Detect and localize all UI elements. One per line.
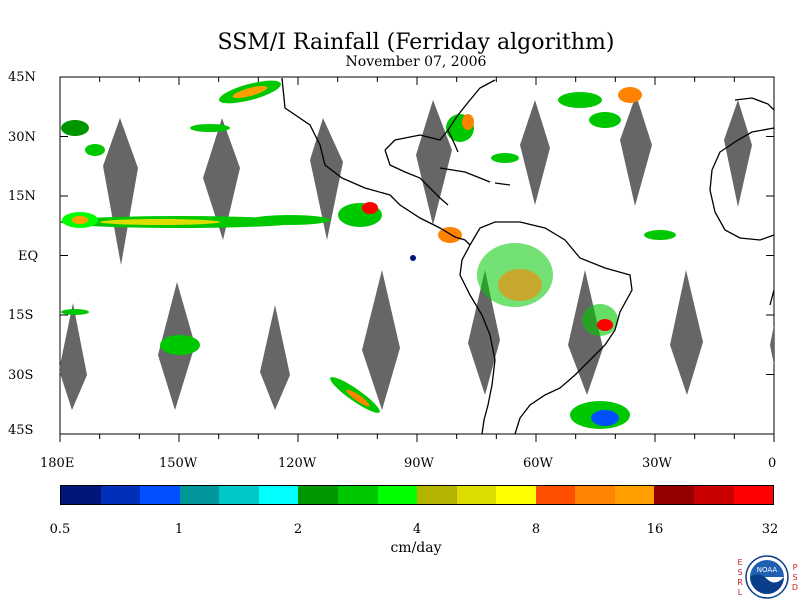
colorbar-tick-8: 8 bbox=[531, 522, 541, 537]
rain-patch bbox=[346, 389, 370, 407]
lon-label-90w: 90W bbox=[404, 456, 434, 471]
coastlines bbox=[281, 77, 775, 435]
colorbar-segment bbox=[535, 486, 576, 504]
rain-patch bbox=[410, 255, 416, 261]
colorbar-segment bbox=[733, 486, 774, 504]
rain-patch bbox=[72, 216, 88, 224]
colorbar-segment bbox=[258, 486, 299, 504]
colorbar-segment bbox=[100, 486, 141, 504]
coastline-south-america bbox=[469, 221, 633, 435]
lon-label-180e: 180E bbox=[40, 456, 75, 471]
colorbar-segment bbox=[140, 486, 180, 504]
lat-label-45n: 45N bbox=[8, 70, 36, 85]
swath-gap bbox=[670, 270, 703, 395]
colorbar-segment bbox=[694, 486, 734, 504]
rain-patch bbox=[61, 309, 89, 315]
rain-patch bbox=[491, 153, 519, 163]
rain-patch bbox=[160, 335, 200, 355]
rain-patch bbox=[589, 112, 621, 128]
colorbar-segment bbox=[614, 486, 655, 504]
colorbar-segment bbox=[456, 486, 497, 504]
coastline-hispaniola bbox=[494, 182, 511, 186]
rain-patch bbox=[250, 215, 330, 225]
lat-label-15s: 15S bbox=[8, 308, 34, 323]
rain-patch bbox=[644, 230, 676, 240]
swath-gap bbox=[620, 95, 652, 206]
colorbar-segment bbox=[417, 486, 457, 504]
colorbar-tick-32: 32 bbox=[761, 522, 779, 537]
noaa-logo: NOAA bbox=[745, 555, 789, 599]
colorbar-segment bbox=[179, 486, 220, 504]
noaa-logo-text: NOAA bbox=[757, 566, 778, 574]
colorbar-segment bbox=[298, 486, 338, 504]
coastline-north-america bbox=[281, 77, 471, 246]
swath-gap bbox=[59, 303, 87, 410]
swath-gap bbox=[260, 305, 290, 410]
rain-patch bbox=[498, 269, 542, 301]
map-date-subtitle: November 07, 2006 bbox=[345, 54, 487, 70]
colorbar-segment bbox=[654, 486, 694, 504]
swath-gap bbox=[724, 100, 752, 207]
colorbar-units: cm/day bbox=[390, 540, 442, 556]
swath-gap bbox=[770, 325, 774, 365]
swath-gap bbox=[468, 270, 500, 395]
colorbar-tick-4: 4 bbox=[412, 522, 422, 537]
coastline-africa-south bbox=[769, 289, 775, 306]
colorbar-segment bbox=[337, 486, 378, 504]
colorbar-tick-0-5: 0.5 bbox=[49, 522, 71, 537]
colorbar-segment bbox=[219, 486, 259, 504]
lon-label-0: 0 bbox=[768, 456, 777, 471]
rainfall-map bbox=[59, 76, 775, 442]
colorbar-segment bbox=[575, 486, 615, 504]
coastline-iberia bbox=[734, 97, 775, 111]
lon-label-30w: 30W bbox=[642, 456, 672, 471]
coastline-florida bbox=[447, 129, 459, 153]
lon-label-60w: 60W bbox=[523, 456, 553, 471]
lat-label-30s: 30S bbox=[8, 368, 34, 383]
coastline-cuba bbox=[439, 167, 491, 183]
coastline-africa bbox=[709, 127, 775, 241]
rain-patch bbox=[85, 144, 105, 156]
coastline-gulf-south bbox=[384, 149, 449, 206]
rain-patch bbox=[582, 304, 618, 336]
rain-patch bbox=[232, 85, 268, 99]
rain-patch bbox=[618, 87, 642, 103]
colorbar bbox=[60, 485, 774, 505]
rain-patch bbox=[362, 202, 378, 214]
swath-gap bbox=[416, 100, 452, 225]
rain-patch bbox=[462, 114, 474, 130]
swath-gap bbox=[203, 118, 240, 240]
swath-gaps bbox=[59, 95, 774, 410]
swath-gap bbox=[362, 270, 400, 410]
lon-label-120w: 120W bbox=[278, 456, 317, 471]
colorbar-tick-16: 16 bbox=[646, 522, 664, 537]
colorbar-segment bbox=[61, 486, 101, 504]
swath-gap bbox=[103, 118, 138, 265]
swath-gap bbox=[568, 270, 603, 395]
colorbar-tick-1: 1 bbox=[174, 522, 184, 537]
coastline-south-america-west bbox=[459, 244, 496, 435]
map-title: SSM/I Rainfall (Ferriday algorithm) bbox=[217, 30, 615, 55]
lat-label-45s: 45S bbox=[8, 423, 34, 438]
colorbar-segment bbox=[377, 486, 418, 504]
rain-patch bbox=[597, 319, 613, 331]
rain-patch bbox=[190, 124, 230, 132]
rain-patch bbox=[558, 92, 602, 108]
rain-patch bbox=[61, 120, 89, 136]
colorbar-tick-2: 2 bbox=[293, 522, 303, 537]
rain-patch bbox=[100, 219, 220, 225]
lat-label-eq: EQ bbox=[18, 249, 39, 264]
axis-ticks bbox=[59, 76, 775, 442]
rain-patch bbox=[591, 410, 619, 426]
lon-label-150w: 150W bbox=[159, 456, 198, 471]
swath-gap bbox=[310, 118, 343, 240]
lat-label-15n: 15N bbox=[8, 189, 36, 204]
swath-gap bbox=[520, 100, 550, 205]
colorbar-segment bbox=[496, 486, 536, 504]
lat-label-30n: 30N bbox=[8, 130, 36, 145]
